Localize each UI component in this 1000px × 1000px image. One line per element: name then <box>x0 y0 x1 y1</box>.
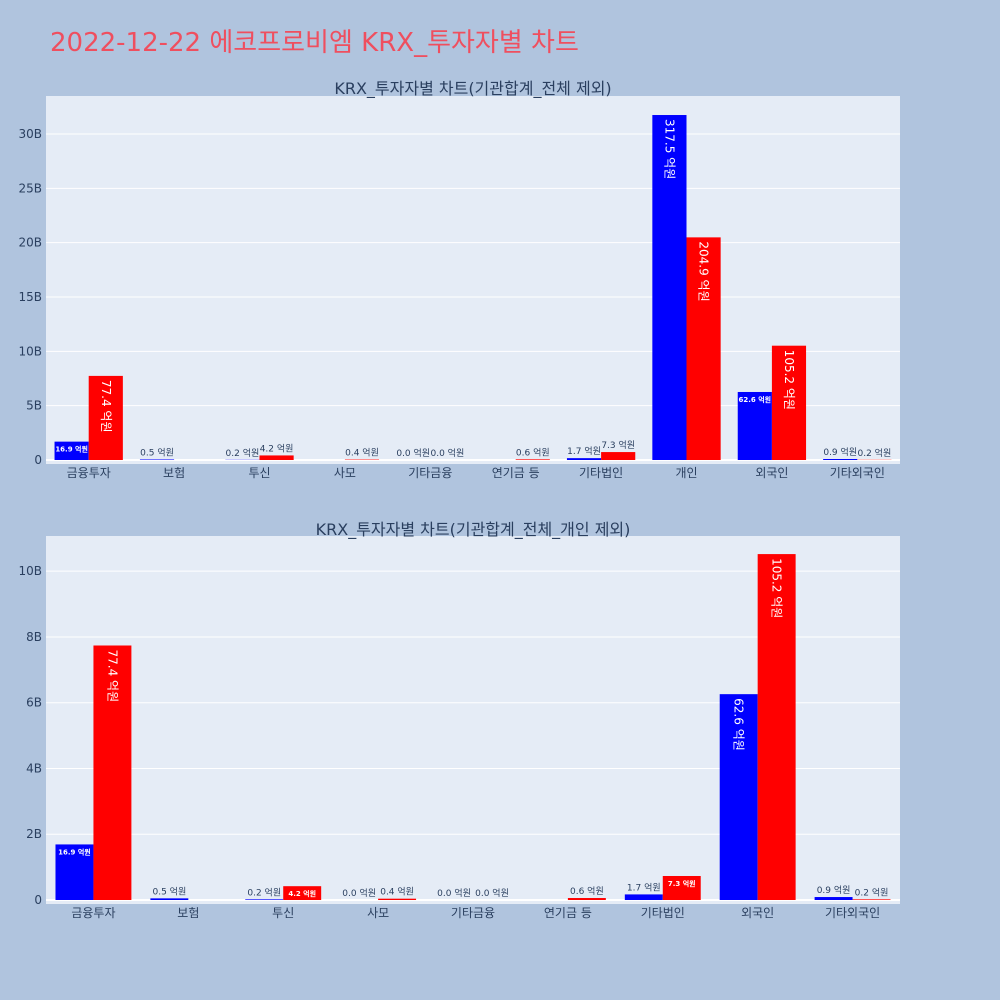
y-tick-label: 0 <box>34 893 42 907</box>
data-label: 0.2 억원 <box>858 447 892 459</box>
data-label: 204.9 억원 <box>697 241 711 301</box>
bar <box>566 458 602 460</box>
x-tick-label: 외국인 <box>741 906 774 920</box>
bar <box>567 898 606 900</box>
data-label: 0.6 억원 <box>570 885 604 897</box>
bar <box>515 459 550 460</box>
bar <box>852 899 891 900</box>
bar <box>823 459 858 460</box>
data-label: 77.4 억원 <box>99 380 113 433</box>
y-tick-label: 25B <box>18 181 42 195</box>
data-label: 0.9 억원 <box>823 446 857 458</box>
bar <box>624 894 663 900</box>
bar <box>737 391 772 460</box>
data-label: 0.0 억원 <box>342 887 376 899</box>
x-tick-label: 기타외국인 <box>830 466 885 480</box>
chart-title: KRX_투자자별 차트(기관합계_전체_개인 제외) <box>316 520 631 540</box>
data-label: 0.5 억원 <box>152 885 186 897</box>
data-label: 0.0 억원 <box>475 887 509 899</box>
data-label: 62.6 억원 <box>739 395 772 404</box>
bar <box>757 554 796 900</box>
bar <box>652 115 687 460</box>
bar <box>55 844 94 900</box>
bar <box>245 899 284 900</box>
data-label: 77.4 억원 <box>105 649 119 702</box>
data-label: 1.7 억원 <box>567 445 601 457</box>
x-tick-label: 금융투자 <box>67 466 111 480</box>
x-tick-label: 기타외국인 <box>825 906 880 920</box>
data-label: 62.6 억원 <box>732 698 746 751</box>
bar <box>601 452 636 460</box>
page-title: 2022-12-22 에코프로비엠 KRX_투자자별 차트 <box>50 28 579 58</box>
y-tick-label: 20B <box>18 236 42 250</box>
data-label: 16.9 억원 <box>55 445 88 454</box>
y-tick-label: 30B <box>18 127 42 141</box>
bar <box>259 455 294 460</box>
x-tick-label: 투신 <box>248 466 270 480</box>
data-label: 0.4 억원 <box>380 886 414 898</box>
data-label: 0.2 억원 <box>226 447 260 459</box>
data-label: 16.9 억원 <box>58 847 91 856</box>
x-tick-label: 보험 <box>163 466 185 480</box>
data-label: 105.2 억원 <box>782 350 796 410</box>
bar <box>93 645 132 900</box>
data-label: 4.2 억원 <box>288 889 316 898</box>
x-tick-label: 연기금 등 <box>544 906 592 920</box>
y-tick-label: 4B <box>26 761 42 775</box>
bar <box>378 898 417 900</box>
x-tick-label: 연기금 등 <box>492 466 540 480</box>
x-tick-label: 기타금융 <box>451 906 495 920</box>
y-tick-label: 15B <box>18 290 42 304</box>
data-label: 0.2 억원 <box>855 886 889 898</box>
data-label: 0.0 억원 <box>431 447 465 459</box>
data-label: 105.2 억원 <box>770 558 784 618</box>
x-tick-label: 보험 <box>177 906 199 920</box>
data-label: 0.4 억원 <box>345 447 379 459</box>
data-label: 0.2 억원 <box>247 886 281 898</box>
data-label: 7.3 억원 <box>668 879 696 888</box>
data-label: 7.3 억원 <box>601 439 635 451</box>
bar <box>283 886 322 900</box>
x-tick-label: 기타법인 <box>641 906 685 920</box>
bar <box>771 345 807 460</box>
x-tick-label: 외국인 <box>755 466 788 480</box>
bar <box>686 237 721 460</box>
bar <box>54 441 89 460</box>
data-label: 4.2 억원 <box>260 442 294 454</box>
y-tick-label: 2B <box>26 827 42 841</box>
bar <box>719 694 758 900</box>
y-tick-label: 6B <box>26 696 42 710</box>
y-tick-label: 10B <box>18 564 42 578</box>
data-label: 0.6 억원 <box>516 446 550 458</box>
x-tick-label: 기타법인 <box>579 466 623 480</box>
y-tick-label: 8B <box>26 630 42 644</box>
data-label: 0.5 억원 <box>140 446 174 458</box>
x-tick-label: 사모 <box>334 466 356 480</box>
bar <box>139 459 175 460</box>
x-tick-label: 금융투자 <box>71 906 115 920</box>
data-label: 0.0 억원 <box>396 447 430 459</box>
x-tick-label: 기타금융 <box>408 466 452 480</box>
x-tick-label: 개인 <box>675 466 697 480</box>
y-tick-label: 10B <box>18 344 42 358</box>
bar <box>662 875 701 900</box>
x-tick-label: 투신 <box>272 906 294 920</box>
chart-top: KRX_투자자별 차트(기관합계_전체 제외) 0 5B 10B 15B 20B 25B 30… <box>18 79 900 480</box>
chart-bottom: KRX_투자자별 차트(기관합계_전체_개인 제외) 0 2B 4B 6B 8B 10B 금융… <box>18 520 900 920</box>
y-tick-label: 5B <box>26 399 42 413</box>
y-tick-label: 0 <box>34 453 42 467</box>
bar <box>150 898 189 900</box>
bar <box>814 897 853 900</box>
data-label: 0.9 억원 <box>817 884 851 896</box>
data-label: 0.0 억원 <box>437 887 471 899</box>
x-tick-label: 사모 <box>367 906 389 920</box>
data-label: 317.5 억원 <box>662 119 676 179</box>
bar <box>88 375 123 460</box>
data-label: 1.7 억원 <box>627 881 661 893</box>
chart-title: KRX_투자자별 차트(기관합계_전체 제외) <box>334 79 611 99</box>
